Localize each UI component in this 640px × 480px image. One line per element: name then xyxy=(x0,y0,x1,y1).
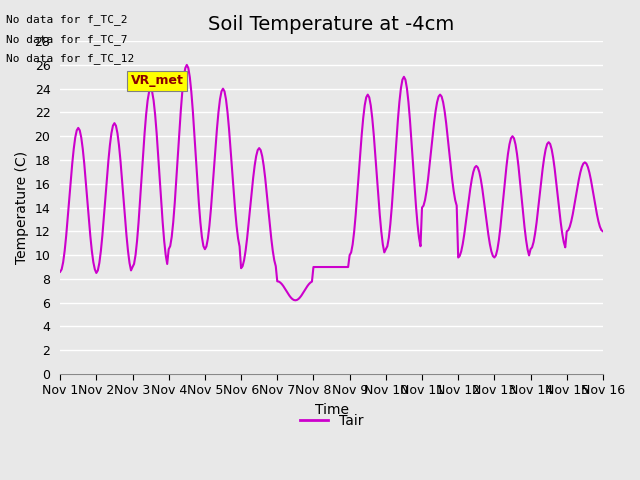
Text: No data for f_TC_7: No data for f_TC_7 xyxy=(6,34,128,45)
Text: No data for f_TC_2: No data for f_TC_2 xyxy=(6,14,128,25)
Title: Soil Temperature at -4cm: Soil Temperature at -4cm xyxy=(209,15,454,34)
X-axis label: Time: Time xyxy=(314,403,349,417)
Text: VR_met: VR_met xyxy=(131,74,184,87)
Y-axis label: Temperature (C): Temperature (C) xyxy=(15,151,29,264)
Legend: Tair: Tair xyxy=(294,408,369,433)
Text: No data for f_TC_12: No data for f_TC_12 xyxy=(6,53,134,64)
